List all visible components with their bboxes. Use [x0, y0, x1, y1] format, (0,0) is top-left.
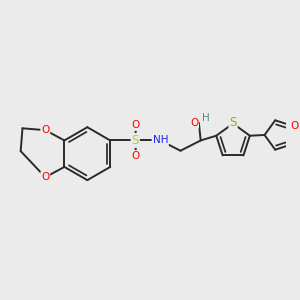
Text: NH: NH	[152, 135, 168, 146]
Text: O: O	[132, 120, 140, 130]
Text: S: S	[230, 116, 237, 129]
Text: O: O	[132, 151, 140, 161]
Text: O: O	[290, 121, 299, 131]
Text: O: O	[41, 172, 50, 182]
Text: H: H	[202, 113, 209, 123]
Text: O: O	[41, 125, 50, 135]
Text: S: S	[132, 134, 139, 147]
Text: O: O	[190, 118, 198, 128]
